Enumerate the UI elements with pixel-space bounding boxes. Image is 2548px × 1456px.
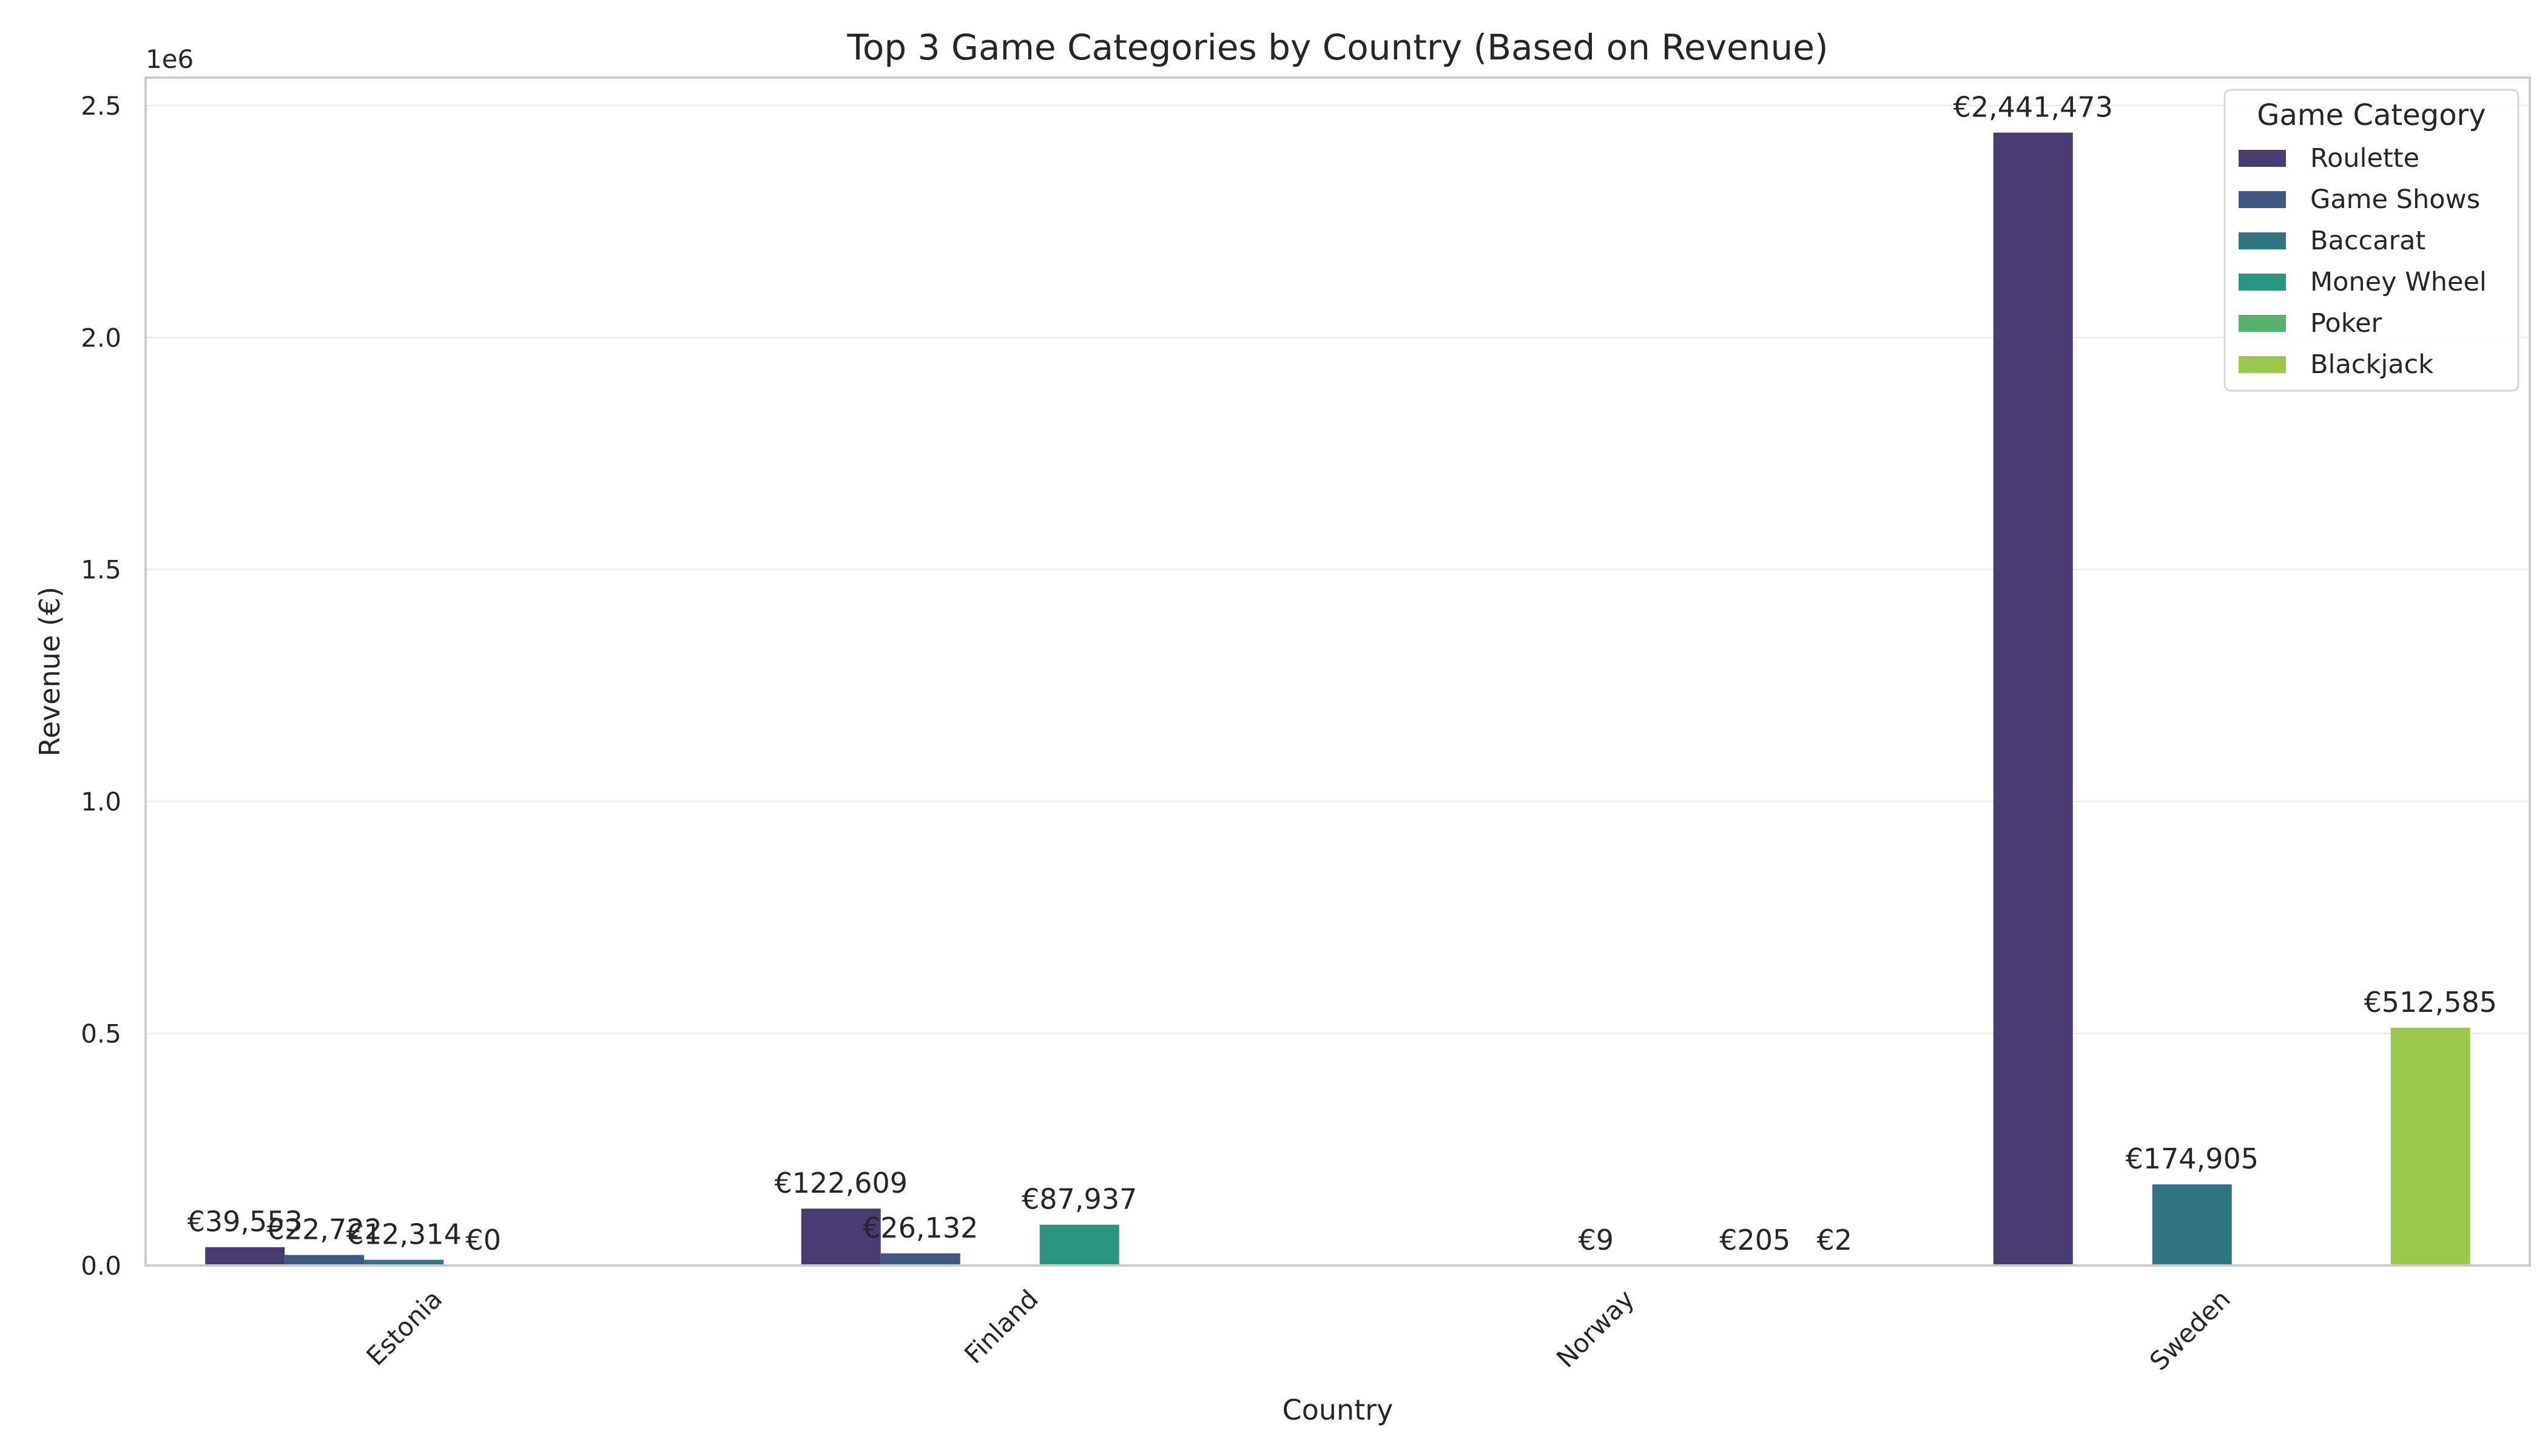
legend-label-blackjack: Blackjack: [2310, 349, 2433, 380]
legend-swatch-poker: [2239, 315, 2286, 332]
y-tick-label: 2.5: [81, 91, 121, 121]
legend: Game Category Roulette Game Shows Baccarat…: [2223, 89, 2519, 392]
data-label-estonia-game-shows: €22,722: [267, 1213, 382, 1246]
x-tick-label-norway: Norway: [1551, 1284, 1640, 1373]
bar-finland-game-shows: [880, 1253, 960, 1266]
legend-label-money-wheel: Money Wheel: [2310, 267, 2487, 297]
legend-box: [2223, 89, 2519, 392]
bar-sweden-baccarat: [2152, 1184, 2232, 1266]
bar-estonia-baccarat: [364, 1259, 444, 1266]
chart-title: Top 3 Game Categories by Country (Based …: [846, 27, 1828, 68]
legend-label-baccarat: Baccarat: [2310, 226, 2425, 256]
bar-estonia-game-shows: [285, 1255, 365, 1266]
y-axis-label: Revenue (€): [33, 587, 66, 757]
y-tick-label: 1.0: [81, 787, 121, 817]
legend-items: Roulette Game Shows Baccarat Money Wheel Pok…: [2239, 143, 2487, 380]
data-label-finland-money-wheel: €87,937: [1022, 1183, 1137, 1216]
y-tick-label: 2.0: [81, 323, 121, 352]
gridlines: [146, 104, 2530, 1267]
x-axis-label: Country: [1282, 1394, 1394, 1426]
plot-frame: [144, 76, 2531, 1267]
y-tick-label: 0.5: [81, 1019, 121, 1049]
bars: [205, 132, 2470, 1266]
data-label-finland-roulette: €122,609: [775, 1167, 908, 1199]
data-label-estonia-baccarat: €12,314: [346, 1218, 462, 1251]
x-tick-label-sweden: Sweden: [2144, 1284, 2236, 1376]
x-tick-label-finland: Finland: [959, 1284, 1044, 1369]
legend-label-game-shows: Game Shows: [2310, 184, 2480, 215]
legend-swatch-roulette: [2239, 150, 2286, 167]
bar-labels: €39,553 €122,609 €2,441,473 €22,722 €26,132 €…: [187, 91, 2497, 1256]
legend-title: Game Category: [2257, 98, 2486, 132]
x-tick-label-estonia: Estonia: [360, 1284, 448, 1371]
data-label-estonia-money-wheel: €0: [465, 1224, 501, 1256]
legend-swatch-blackjack: [2239, 356, 2286, 373]
x-axis-ticks: Estonia Finland Norway Sweden: [360, 1284, 2236, 1376]
data-label-sweden-baccarat: €174,905: [2126, 1142, 2259, 1175]
y-axis-offset-label: 1e6: [146, 44, 194, 74]
bar-sweden-roulette: [1993, 132, 2073, 1266]
data-label-sweden-blackjack: €512,585: [2364, 986, 2498, 1019]
data-label-estonia-roulette: €39,553: [187, 1205, 303, 1238]
data-label-norway-baccarat: €9: [1578, 1224, 1614, 1256]
legend-label-poker: Poker: [2310, 308, 2382, 339]
bar-estonia-roulette: [205, 1247, 285, 1266]
y-tick-label: 1.5: [81, 555, 121, 585]
legend-label-roulette: Roulette: [2310, 143, 2419, 174]
data-label-finland-game-shows: €26,132: [863, 1212, 978, 1244]
bar-sweden-blackjack: [2390, 1027, 2470, 1266]
y-axis-ticks: 0.0 0.5 1.0 1.5 2.0 2.5: [81, 91, 121, 1281]
legend-swatch-money-wheel: [2239, 274, 2286, 291]
legend-swatch-game-shows: [2239, 191, 2286, 208]
bar-finland-money-wheel: [1039, 1224, 1119, 1266]
data-label-norway-blackjack: €2: [1816, 1224, 1852, 1256]
bar-finland-roulette: [801, 1208, 881, 1266]
y-tick-label: 0.0: [81, 1251, 121, 1281]
legend-swatch-baccarat: [2239, 232, 2286, 249]
data-label-sweden-roulette: €2,441,473: [1953, 91, 2113, 124]
data-label-norway-poker: €205: [1719, 1224, 1790, 1256]
